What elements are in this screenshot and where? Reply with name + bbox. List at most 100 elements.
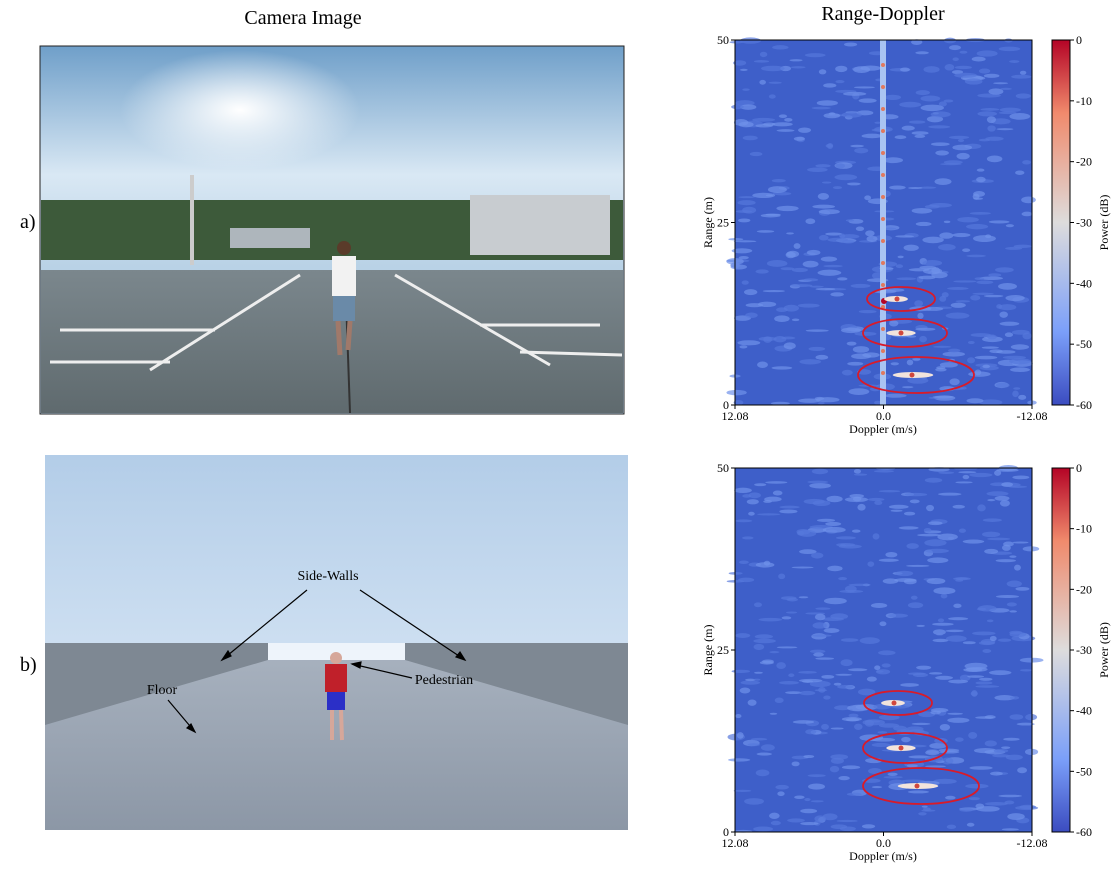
noise <box>1001 482 1013 487</box>
noise <box>889 320 898 326</box>
return <box>881 327 885 331</box>
noise <box>745 313 758 318</box>
noise <box>751 738 767 741</box>
noise <box>1022 212 1033 217</box>
noise <box>910 499 920 503</box>
colorbar-tick-label: -60 <box>1076 825 1092 839</box>
noise <box>757 230 774 233</box>
target <box>915 784 920 789</box>
return <box>881 349 885 353</box>
noise <box>955 737 964 741</box>
noise <box>819 209 840 214</box>
colorbar <box>1052 468 1070 832</box>
noise <box>917 534 941 537</box>
noise <box>860 637 880 644</box>
noise <box>867 676 877 681</box>
noise <box>879 559 899 562</box>
noise <box>838 776 849 780</box>
noise <box>774 315 790 322</box>
noise <box>968 341 975 344</box>
noise <box>834 683 842 686</box>
noise <box>835 674 852 676</box>
noise <box>975 716 993 719</box>
noise <box>912 131 929 135</box>
noise <box>877 731 887 733</box>
noise <box>815 607 830 610</box>
noise <box>808 774 826 777</box>
noise <box>817 100 838 106</box>
noise <box>922 237 943 244</box>
noise <box>833 186 842 189</box>
noise <box>996 304 1002 309</box>
noise <box>919 336 927 342</box>
noise <box>974 277 984 280</box>
noise <box>982 532 1000 538</box>
noise <box>969 473 992 477</box>
noise <box>744 289 757 295</box>
noise <box>951 303 966 308</box>
noise <box>1016 93 1031 98</box>
noise <box>990 636 997 641</box>
noise <box>999 311 1007 317</box>
noise <box>805 53 826 57</box>
noise <box>859 98 877 103</box>
noise <box>854 474 867 476</box>
noise <box>923 66 939 73</box>
noise <box>895 135 907 139</box>
noise <box>972 631 996 635</box>
noise <box>987 491 1009 496</box>
noise <box>1011 75 1031 79</box>
noise <box>1012 391 1019 398</box>
noise <box>971 333 992 337</box>
noise <box>776 662 786 669</box>
noise <box>953 280 976 282</box>
noise <box>779 114 787 118</box>
noise <box>758 302 776 307</box>
noise <box>1009 358 1031 364</box>
noise <box>788 673 794 677</box>
noise <box>967 357 975 363</box>
noise <box>753 827 773 832</box>
noise <box>975 685 999 688</box>
noise <box>954 73 977 78</box>
noise <box>979 641 995 645</box>
noise <box>976 281 993 285</box>
return <box>881 195 885 199</box>
colorbar-label: Power (dB) <box>1097 195 1111 251</box>
colorbar-tick-label: -40 <box>1076 276 1092 290</box>
noise <box>967 823 975 827</box>
noise <box>786 251 799 258</box>
noise <box>862 824 875 828</box>
noise <box>728 238 743 241</box>
noise <box>1005 295 1024 301</box>
return <box>881 261 885 265</box>
noise <box>792 761 800 766</box>
noise <box>932 623 954 626</box>
noise <box>977 111 997 116</box>
noise <box>959 529 966 533</box>
noise <box>939 232 953 238</box>
noise <box>952 233 970 237</box>
noise <box>963 475 970 479</box>
noise <box>854 332 876 336</box>
noise <box>835 163 845 168</box>
noise <box>972 293 993 295</box>
noise <box>854 86 875 88</box>
noise <box>807 250 821 255</box>
noise <box>845 497 868 502</box>
noise <box>739 345 747 348</box>
x-tick-label: 0.0 <box>876 409 891 423</box>
noise <box>935 676 953 680</box>
noise <box>889 505 909 509</box>
noise <box>1005 247 1022 250</box>
noise <box>976 806 1000 812</box>
noise <box>787 818 805 822</box>
noise <box>902 386 914 388</box>
return <box>881 107 885 111</box>
noise <box>1012 541 1028 543</box>
noise <box>895 235 914 237</box>
noise <box>802 680 813 683</box>
colorbar-label: Power (dB) <box>1097 622 1111 678</box>
y-axis-label: Range (m) <box>701 197 715 248</box>
noise <box>805 218 815 224</box>
